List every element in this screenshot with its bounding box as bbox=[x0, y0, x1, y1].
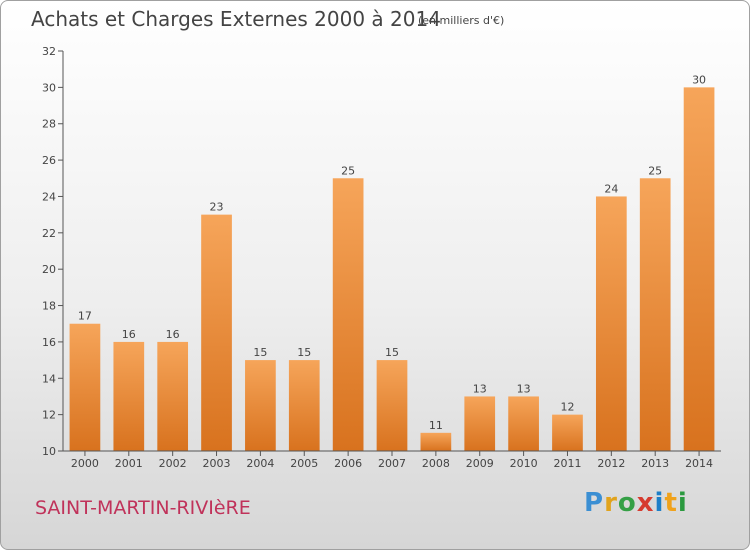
bar bbox=[376, 360, 408, 451]
y-tick-label: 22 bbox=[42, 227, 56, 240]
x-tick-label: 2014 bbox=[685, 457, 713, 470]
x-tick-label: 2010 bbox=[510, 457, 538, 470]
logo-letter: P bbox=[584, 488, 605, 518]
bar-value-label: 11 bbox=[429, 419, 443, 432]
x-tick-label: 2006 bbox=[334, 457, 362, 470]
x-tick-label: 2008 bbox=[422, 457, 450, 470]
bar-value-label: 13 bbox=[517, 382, 531, 395]
bar-value-label: 30 bbox=[692, 73, 706, 86]
chart-title: Achats et Charges Externes 2000 à 2014 bbox=[31, 7, 441, 31]
x-tick-label: 2013 bbox=[641, 457, 669, 470]
logo-letter: i bbox=[654, 488, 665, 518]
bar-value-label: 12 bbox=[560, 401, 574, 414]
y-tick-label: 18 bbox=[42, 300, 56, 313]
x-tick-label: 2001 bbox=[115, 457, 143, 470]
bar bbox=[332, 178, 364, 452]
logo-letter: r bbox=[604, 488, 618, 518]
y-tick-label: 14 bbox=[42, 372, 56, 385]
logo-letter: x bbox=[636, 488, 655, 518]
chart-subtitle: (en milliers d'€) bbox=[418, 14, 505, 27]
logo-letter: o bbox=[617, 488, 637, 518]
commune-name: SAINT-MARTIN-RIVIèRE bbox=[35, 497, 251, 519]
bar bbox=[464, 396, 496, 451]
y-tick-label: 24 bbox=[42, 190, 56, 203]
x-tick-label: 2002 bbox=[159, 457, 187, 470]
bar bbox=[157, 341, 189, 451]
logo-letter: i bbox=[677, 488, 688, 518]
bar bbox=[552, 414, 583, 451]
y-axis: 10 12 14 16 18 20 22 24 26 28 30 32 bbox=[42, 45, 64, 458]
y-tick-label: 30 bbox=[42, 81, 56, 94]
bar-value-label: 15 bbox=[253, 346, 267, 359]
y-tick-label: 12 bbox=[42, 409, 56, 422]
x-tick-label: 2004 bbox=[246, 457, 274, 470]
bar-value-label: 25 bbox=[341, 164, 355, 177]
bar-value-label: 17 bbox=[78, 310, 92, 323]
bar bbox=[201, 214, 232, 451]
y-tick-label: 20 bbox=[42, 263, 56, 276]
logo-letter: t bbox=[664, 488, 678, 518]
x-tick-label: 2000 bbox=[71, 457, 99, 470]
bar bbox=[420, 432, 452, 451]
x-tick-label: 2005 bbox=[290, 457, 318, 470]
bar bbox=[113, 341, 145, 451]
bars: 17 16 16 23 15 15 25 15 11 13 13 12 24 25 30 bbox=[69, 73, 715, 452]
x-tick-label: 2012 bbox=[597, 457, 625, 470]
x-tick-label: 2007 bbox=[378, 457, 406, 470]
x-tick-label: 2003 bbox=[203, 457, 231, 470]
proxiti-logo[interactable]: Proxiti bbox=[584, 488, 688, 518]
bar bbox=[683, 87, 715, 451]
bar bbox=[288, 360, 320, 451]
x-axis: 2000 2001 2002 2003 2004 2005 2006 2007 2008 2009… bbox=[63, 450, 721, 470]
bar-value-label: 16 bbox=[166, 328, 180, 341]
y-tick-label: 26 bbox=[42, 154, 56, 167]
y-tick-label: 28 bbox=[42, 118, 56, 131]
bar bbox=[595, 196, 627, 451]
x-tick-label: 2009 bbox=[466, 457, 494, 470]
bar-value-label: 16 bbox=[122, 328, 136, 341]
y-tick-label: 16 bbox=[42, 336, 56, 349]
bar-value-label: 15 bbox=[297, 346, 311, 359]
bar bbox=[245, 360, 276, 451]
bar-value-label: 23 bbox=[210, 201, 224, 214]
bar-value-label: 13 bbox=[473, 382, 487, 395]
x-tick-label: 2011 bbox=[553, 457, 581, 470]
y-tick-label: 32 bbox=[42, 45, 56, 58]
bar-value-label: 15 bbox=[385, 346, 399, 359]
bar bbox=[639, 178, 671, 452]
bar bbox=[69, 323, 101, 451]
bar bbox=[508, 396, 539, 451]
bar-value-label: 24 bbox=[604, 182, 618, 195]
bar-value-label: 25 bbox=[648, 164, 662, 177]
y-tick-label: 10 bbox=[42, 445, 56, 458]
